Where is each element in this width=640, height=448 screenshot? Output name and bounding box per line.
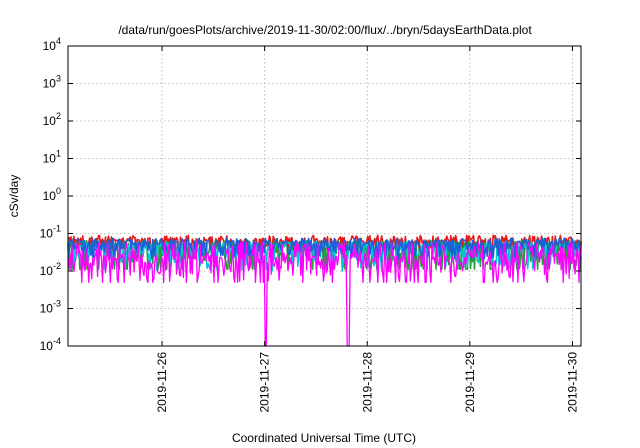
y-tick-label: 102 (43, 111, 61, 128)
x-tick-label: 2019-11-28 (360, 352, 374, 413)
x-axis-label: Coordinated Universal Time (UTC) (232, 431, 416, 445)
y-tick-label: 100 (43, 186, 61, 203)
x-axis-ticks: 2019-11-26 2019-11-27 2019-11-28 2019-11-29… (155, 46, 579, 413)
y-tick-label: 10-4 (40, 336, 61, 353)
y-tick-label: 104 (43, 36, 61, 53)
y-axis-label: cSv/day (7, 175, 21, 218)
y-tick-label: 101 (43, 149, 61, 166)
y-tick-label: 10-2 (40, 261, 61, 278)
series-line (67, 237, 582, 261)
x-tick-label: 2019-11-27 (258, 352, 272, 413)
y-tick-label: 10-1 (40, 224, 61, 241)
y-axis-ticks: 10-4 10-3 10-2 10-1 100 101 102 103 104 (40, 36, 581, 353)
x-tick-label: 2019-11-29 (463, 352, 477, 413)
series-lines (67, 234, 582, 347)
series-line (67, 241, 582, 347)
y-tick-label: 103 (43, 74, 61, 91)
grid-lines (68, 46, 581, 346)
x-tick-label: 2019-11-26 (155, 352, 169, 413)
chart-title: /data/run/goesPlots/archive/2019-11-30/0… (118, 23, 532, 37)
y-tick-label: 10-3 (40, 299, 61, 316)
x-tick-label: 2019-11-30 (565, 352, 579, 413)
